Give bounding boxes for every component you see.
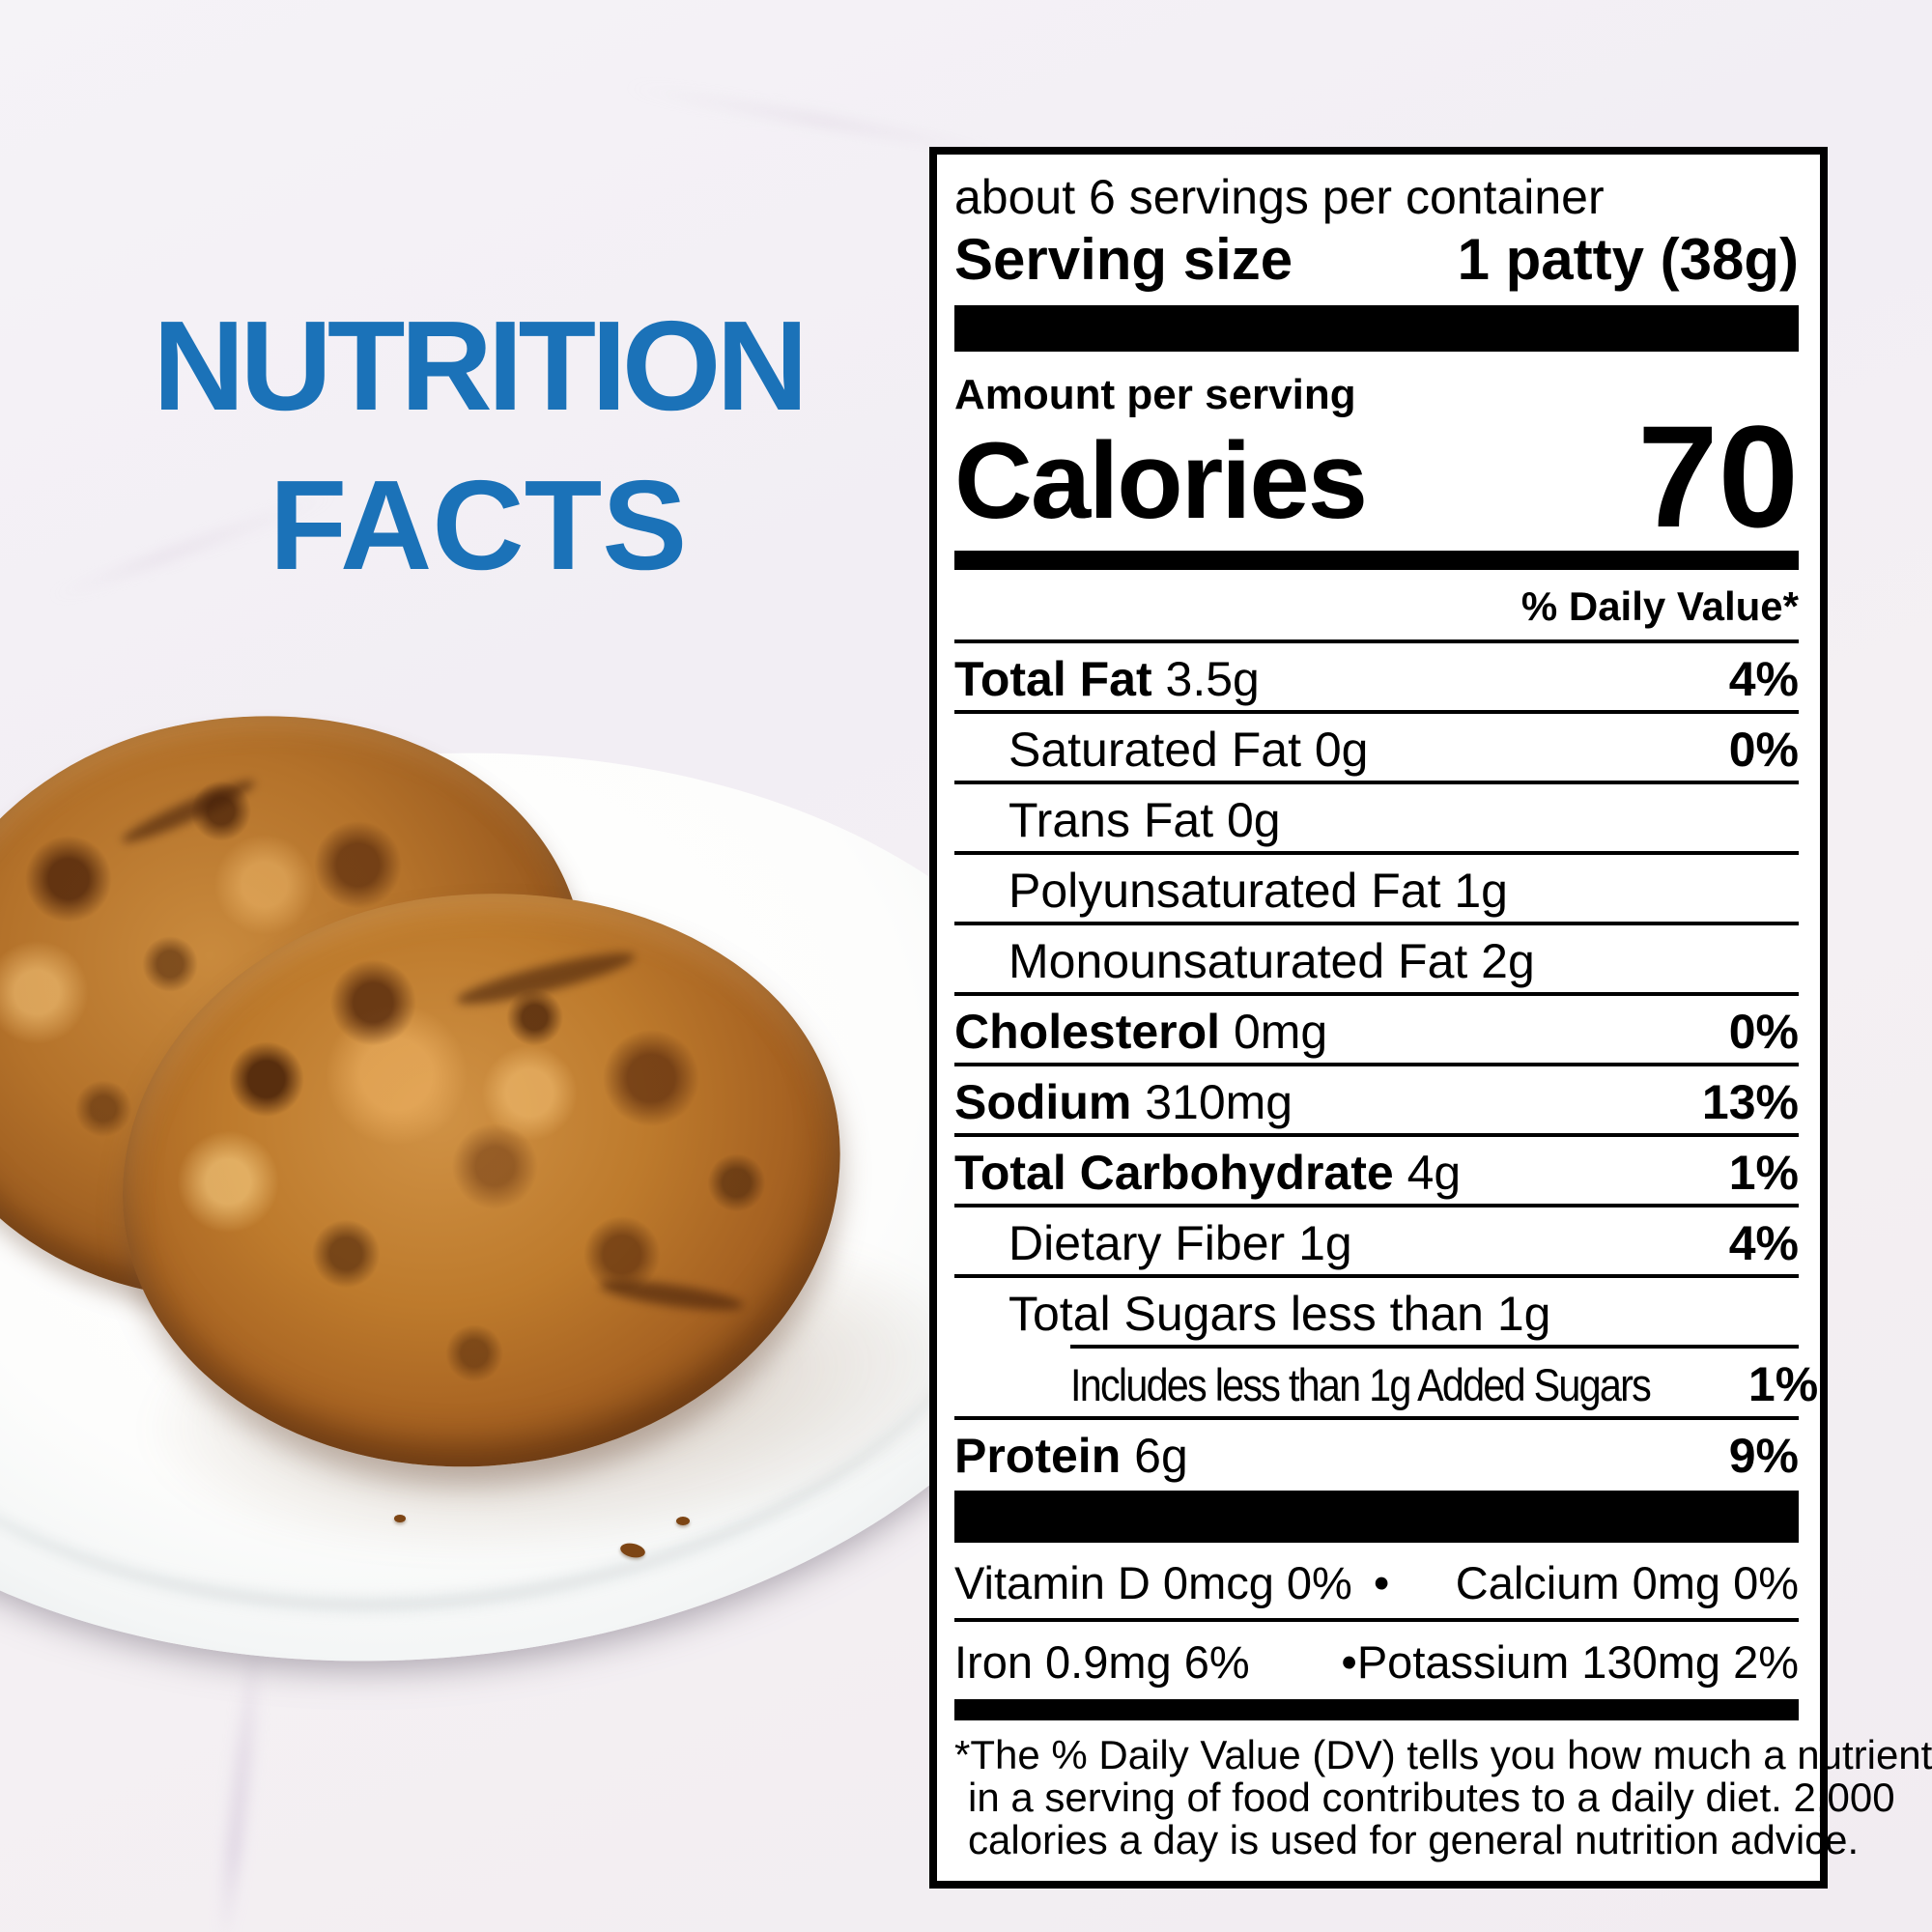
daily-value-percent: 0% bbox=[1728, 723, 1799, 777]
nutrient-row-total-carbohydrate: Total Carbohydrate 4g 1% bbox=[954, 1133, 1799, 1204]
daily-value-percent: 1% bbox=[1747, 1357, 1819, 1411]
divider-thick-bar bbox=[954, 1491, 1799, 1543]
bullet-separator: • bbox=[1373, 1557, 1390, 1608]
potassium-value: •Potassium 130mg 2% bbox=[1341, 1636, 1799, 1688]
iron-value: Iron 0.9mg 6% bbox=[954, 1636, 1250, 1688]
daily-value-percent: 0% bbox=[1728, 1005, 1799, 1059]
calcium-value: Calcium 0mg 0% bbox=[1455, 1557, 1799, 1608]
calories-value: 70 bbox=[1637, 395, 1799, 557]
bullet-separator: • bbox=[1341, 1636, 1357, 1688]
divider-medium-bar bbox=[954, 551, 1799, 570]
marble-vein bbox=[214, 1622, 267, 1932]
nutrient-row-trans-fat: Trans Fat 0g bbox=[954, 781, 1799, 851]
title-line-facts: FACTS bbox=[269, 454, 688, 596]
nutrient-row-added-sugars: Includes less than 1g Added Sugars 1% bbox=[954, 1345, 1818, 1416]
divider-thick-bar bbox=[954, 305, 1799, 352]
nutrient-row-protein: Protein 6g 9% bbox=[954, 1416, 1799, 1487]
crumb bbox=[394, 1515, 406, 1522]
nutrient-row-monounsaturated-fat: Monounsaturated Fat 2g bbox=[954, 922, 1799, 992]
nutrient-row-total-fat: Total Fat 3.5g 4% bbox=[954, 639, 1799, 710]
daily-value-percent: 13% bbox=[1701, 1075, 1799, 1129]
micronutrient-row-1: Vitamin D 0mcg 0% • Calcium 0mg 0% bbox=[954, 1543, 1799, 1618]
daily-value-header: % Daily Value* bbox=[1520, 583, 1799, 629]
daily-value-percent: 9% bbox=[1728, 1429, 1799, 1483]
daily-value-percent: 4% bbox=[1728, 652, 1799, 706]
nutrient-row-cholesterol: Cholesterol 0mg 0% bbox=[954, 992, 1799, 1063]
daily-value-percent: 1% bbox=[1728, 1146, 1799, 1200]
nutrient-row-sodium: Sodium 310mg 13% bbox=[954, 1063, 1799, 1133]
daily-value-footnote: *The % Daily Value (DV) tells you how mu… bbox=[954, 1732, 1932, 1862]
serving-size-label: Serving size bbox=[954, 227, 1293, 292]
nutrient-row-dietary-fiber: Dietary Fiber 1g 4% bbox=[954, 1204, 1799, 1274]
micronutrient-row-2: Iron 0.9mg 6% •Potassium 130mg 2% bbox=[954, 1618, 1799, 1697]
calories-label: Calories bbox=[954, 420, 1368, 541]
amount-per-serving-label: Amount per serving bbox=[954, 371, 1356, 418]
crumb bbox=[676, 1517, 690, 1525]
nutrient-row-saturated-fat: Saturated Fat 0g 0% bbox=[954, 710, 1799, 781]
serving-size-row: Serving size 1 patty (38g) bbox=[954, 226, 1799, 294]
calories-row: Calories 70 bbox=[954, 395, 1799, 557]
servings-per-container: about 6 servings per container bbox=[954, 170, 1605, 224]
nutrition-facts-panel: about 6 servings per container Serving s… bbox=[929, 147, 1932, 1889]
divider-bar bbox=[954, 1699, 1799, 1720]
title-line-nutrition: NUTRITION bbox=[153, 295, 809, 437]
nutrient-row-polyunsaturated-fat: Polyunsaturated Fat 1g bbox=[954, 851, 1799, 922]
serving-size-value: 1 patty (38g) bbox=[1457, 227, 1799, 292]
nutrient-row-total-sugars: Total Sugars less than 1g bbox=[954, 1274, 1799, 1345]
vitamin-d-value: Vitamin D 0mcg 0% bbox=[954, 1557, 1352, 1608]
daily-value-percent: 4% bbox=[1728, 1216, 1799, 1270]
page-title: NUTRITION FACTS bbox=[58, 286, 898, 605]
